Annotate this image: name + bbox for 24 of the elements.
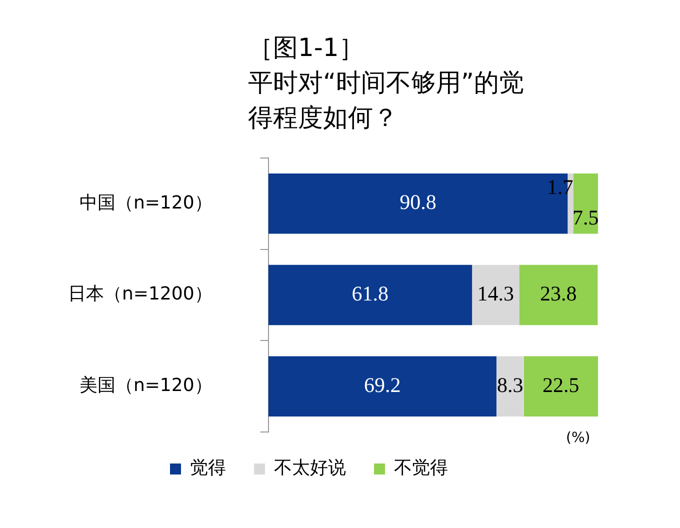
bar (519, 264, 598, 326)
y-tick-label: 中国（n=120） (79, 192, 212, 214)
data-label: 8.3 (497, 372, 524, 397)
data-label: 22.5 (542, 372, 580, 397)
legend-label: 不觉得 (394, 458, 448, 479)
data-label: 90.8 (400, 190, 436, 214)
y-tick-label: 日本（n=1200） (68, 284, 212, 305)
bar (524, 356, 598, 416)
legend-label: 觉得 (190, 458, 226, 479)
bar (268, 356, 496, 416)
data-label: 61.8 (352, 282, 389, 306)
bar (496, 356, 524, 416)
bar (268, 264, 472, 326)
chart-title: ［图1-1］ (248, 32, 364, 64)
y-tick-label: 美国（n=120） (79, 375, 212, 396)
annotation: (%) (566, 430, 590, 446)
data-label: 23.8 (540, 282, 577, 306)
chart-subtitle: 平时对“时间不够用”的觉得程度如何？ (248, 67, 525, 134)
legend-label: 不太好说 (274, 458, 346, 479)
data-label: 7.5 (572, 205, 599, 230)
bar (472, 264, 520, 326)
bar (573, 174, 598, 234)
data-label: 14.3 (477, 282, 514, 306)
data-label: 69.2 (364, 372, 401, 397)
